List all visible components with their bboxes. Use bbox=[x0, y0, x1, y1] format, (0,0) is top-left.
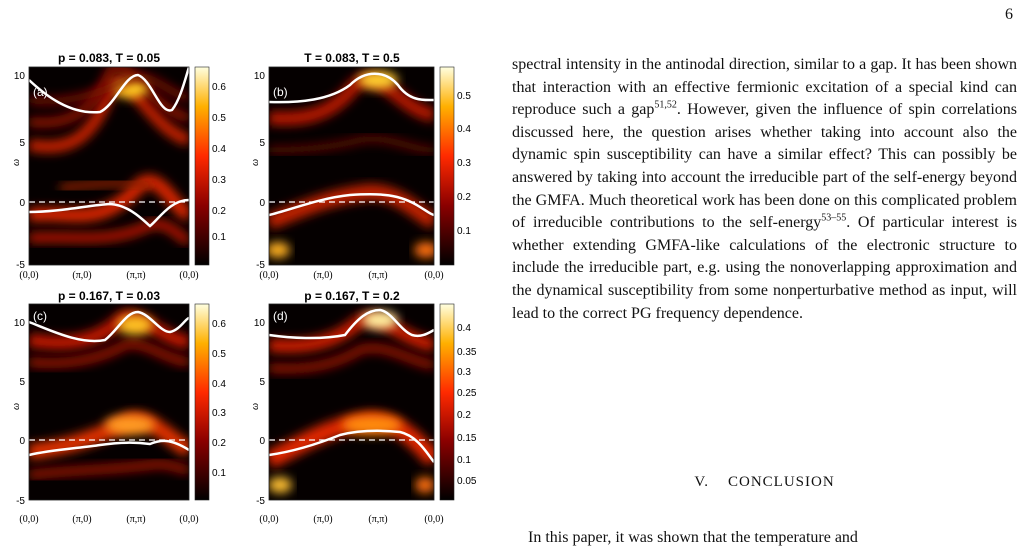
panel-c: p = 0.167, T = 0.03 (c) 10 5 0 -5 ω (0,0… bbox=[11, 289, 226, 525]
panel-d-lower-curve bbox=[268, 429, 435, 463]
panel-d-colorbar bbox=[439, 303, 455, 501]
panel-d-cbar-tick: 0.3 bbox=[457, 367, 471, 378]
panel-b-colorbar bbox=[439, 66, 455, 266]
panel-c-xtick-2: (π,0) bbox=[72, 514, 91, 525]
panel-d-xtick-4: (0,0) bbox=[424, 514, 443, 525]
panel-b: T = 0.083, T = 0.5 (b) 10 5 0 -5 ω (0,0)… bbox=[250, 51, 471, 281]
panel-c-cbar-tick: 0.6 bbox=[212, 319, 226, 330]
panel-d-xtick-2: (π,0) bbox=[313, 514, 332, 525]
panel-b-ylabel: ω bbox=[250, 159, 261, 166]
section-heading: V. CONCLUSION bbox=[694, 474, 835, 490]
panel-b-xtick-2: (π,0) bbox=[313, 270, 332, 281]
panel-a-cbar-tick: 0.1 bbox=[212, 232, 226, 243]
panel-a-title: p = 0.083, T = 0.05 bbox=[58, 51, 160, 65]
panel-b-title: T = 0.083, T = 0.5 bbox=[304, 51, 400, 65]
panel-b-cbar-tick: 0.4 bbox=[457, 124, 471, 135]
panel-a-cbar-tick: 0.6 bbox=[212, 82, 226, 93]
panel-b-cbar-tick: 0.2 bbox=[457, 192, 471, 203]
panel-b-ytick-0: 0 bbox=[259, 198, 265, 209]
panel-a-ytick-5: 5 bbox=[19, 138, 25, 149]
panel-d-ytick--5: -5 bbox=[256, 496, 265, 507]
panel-d-cbar-tick: 0.4 bbox=[457, 323, 471, 334]
panel-a-cbar-tick: 0.5 bbox=[212, 113, 226, 124]
panel-b-ytick-5: 5 bbox=[259, 138, 265, 149]
panel-c-ytick-5: 5 bbox=[19, 377, 25, 388]
panel-c-colorbar bbox=[194, 303, 210, 501]
panel-c-lower-curve bbox=[28, 439, 190, 457]
panel-a-lower-curve bbox=[28, 198, 190, 228]
panel-c-title: p = 0.167, T = 0.03 bbox=[58, 289, 160, 303]
panel-c-xtick-1: (0,0) bbox=[19, 514, 38, 525]
panel-d-label: (d) bbox=[273, 309, 288, 323]
panel-d-upper-curve bbox=[268, 308, 435, 340]
panel-d-ytick-0: 0 bbox=[259, 436, 265, 447]
panel-c-ytick-0: 0 bbox=[19, 436, 25, 447]
panel-c-upper-curve bbox=[28, 310, 190, 343]
panel-d-cbar-tick: 0.25 bbox=[457, 388, 477, 399]
paragraph-text: . However, given the influence of spin c… bbox=[512, 101, 1018, 232]
panel-a-cbar-tick: 0.3 bbox=[212, 175, 226, 186]
paragraph-text: spectral intensity in the antinodal dire… bbox=[512, 56, 1017, 119]
panel-c-ylabel: ω bbox=[11, 403, 22, 410]
panel-a-ytick--5: -5 bbox=[16, 260, 25, 271]
panel-b-cbar-tick: 0.3 bbox=[457, 158, 471, 169]
page-number: 6 bbox=[1005, 6, 1013, 23]
panel-d-xtick-3: (π,π) bbox=[368, 514, 387, 525]
citation: 53–55 bbox=[821, 212, 847, 224]
panel-c-cbar-tick: 0.3 bbox=[212, 408, 226, 419]
panel-c-label: (c) bbox=[33, 309, 47, 323]
panel-d-ylabel: ω bbox=[250, 403, 261, 410]
panel-d-cbar-tick: 0.2 bbox=[457, 410, 471, 421]
panel-c-heatmap bbox=[29, 309, 189, 480]
panel-b-cbar-tick: 0.1 bbox=[457, 226, 471, 237]
panel-d-cbar-tick: 0.15 bbox=[457, 433, 477, 444]
panel-d: p = 0.167, T = 0.2 (d) 10 5 0 -5 ω (0,0) bbox=[250, 289, 477, 525]
panel-a-ylabel: ω bbox=[11, 159, 22, 166]
panel-d-cbar-tick: 0.35 bbox=[457, 347, 477, 358]
panel-c-ytick--5: -5 bbox=[16, 496, 25, 507]
panel-d-cbar-tick: 0.05 bbox=[457, 476, 477, 487]
panel-a-ytick-10: 10 bbox=[14, 71, 26, 82]
citation: 51,52 bbox=[654, 99, 677, 111]
panel-b-label: (b) bbox=[273, 85, 288, 99]
panel-d-cbar-tick: 0.1 bbox=[457, 455, 471, 466]
panel-a-xtick-1: (0,0) bbox=[19, 270, 38, 281]
panel-c-cbar-tick: 0.5 bbox=[212, 349, 226, 360]
panel-b-xtick-3: (π,π) bbox=[368, 270, 387, 281]
panel-b-ytick--5: -5 bbox=[256, 260, 265, 271]
panel-a: p = 0.083, T = 0.05 (a) 10 5 0 -5 ω (0,0… bbox=[11, 51, 226, 281]
panel-a-xtick-2: (π,0) bbox=[72, 270, 91, 281]
panel-a-cbar-tick: 0.4 bbox=[212, 144, 226, 155]
panel-a-ytick-0: 0 bbox=[19, 198, 25, 209]
panel-a-upper-curve bbox=[28, 66, 191, 114]
panel-d-ytick-5: 5 bbox=[259, 377, 265, 388]
panel-b-upper-curve bbox=[268, 72, 435, 104]
panel-d-ytick-10: 10 bbox=[254, 318, 266, 329]
panel-c-cbar-tick: 0.2 bbox=[212, 438, 226, 449]
figure: p = 0.083, T = 0.05 (a) 10 5 0 -5 ω (0,0… bbox=[0, 0, 500, 554]
panel-c-ytick-10: 10 bbox=[14, 318, 26, 329]
panel-a-colorbar bbox=[194, 66, 210, 266]
panel-b-lower-curve bbox=[268, 192, 435, 217]
panel-a-cbar-tick: 0.2 bbox=[212, 206, 226, 217]
paragraph: spectral intensity in the antinodal dire… bbox=[512, 54, 1017, 325]
figure-svg: p = 0.083, T = 0.05 (a) 10 5 0 -5 ω (0,0… bbox=[11, 51, 477, 525]
paragraph-text: . Of particular interest is whether exte… bbox=[512, 214, 1017, 322]
panel-a-xtick-3: (π,π) bbox=[126, 270, 145, 281]
panel-d-xtick-1: (0,0) bbox=[259, 514, 278, 525]
panel-c-xtick-3: (π,π) bbox=[126, 514, 145, 525]
panel-b-ytick-10: 10 bbox=[254, 71, 266, 82]
conclusion-paragraph: In this paper, it was shown that the tem… bbox=[528, 529, 858, 546]
body-text: spectral intensity in the antinodal dire… bbox=[512, 54, 1017, 325]
panel-c-xtick-4: (0,0) bbox=[179, 514, 198, 525]
panel-b-xtick-4: (0,0) bbox=[424, 270, 443, 281]
panel-c-cbar-tick: 0.4 bbox=[212, 379, 226, 390]
panel-b-heatmap bbox=[269, 71, 434, 258]
panel-b-cbar-tick: 0.5 bbox=[457, 91, 471, 102]
panel-c-cbar-tick: 0.1 bbox=[212, 468, 226, 479]
panel-d-title: p = 0.167, T = 0.2 bbox=[304, 289, 400, 303]
panel-a-label: (a) bbox=[33, 85, 48, 99]
panel-b-xtick-1: (0,0) bbox=[259, 270, 278, 281]
panel-a-xtick-4: (0,0) bbox=[179, 270, 198, 281]
